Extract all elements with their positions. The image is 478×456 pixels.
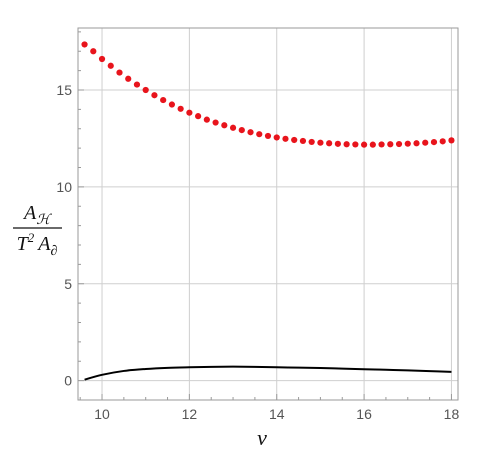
data-point — [195, 113, 202, 120]
data-point — [422, 139, 429, 146]
svg-text:Aℋ: Aℋ — [22, 202, 52, 228]
data-point — [430, 139, 438, 146]
svg-text:T2A∂: T2 A∂ — [17, 230, 58, 259]
data-point — [448, 137, 455, 144]
y-label-denominator-main2: A — [36, 233, 51, 255]
data-point — [125, 75, 132, 82]
data-point — [343, 141, 350, 148]
data-point — [264, 132, 272, 140]
data-point — [238, 127, 245, 134]
x-tick-label: 18 — [444, 406, 460, 422]
data-point — [151, 92, 158, 99]
data-point — [369, 141, 376, 148]
data-point — [317, 139, 324, 146]
data-point — [116, 69, 123, 76]
data-point — [186, 109, 193, 116]
series-points — [81, 41, 455, 148]
plot-frame — [77, 27, 459, 401]
data-point — [308, 138, 315, 146]
data-point — [378, 141, 385, 148]
data-point — [212, 119, 219, 126]
data-point — [203, 116, 210, 123]
x-tick-label: 16 — [356, 406, 372, 422]
data-point — [282, 135, 289, 142]
x-tick-label: 10 — [94, 406, 110, 422]
y-label-denominator-sup: 2 — [28, 230, 35, 245]
data-point — [247, 129, 254, 136]
data-point — [439, 138, 446, 145]
data-point — [177, 105, 184, 112]
y-label-numerator-sub: ℋ — [36, 213, 52, 228]
data-point — [133, 81, 141, 88]
data-point — [352, 141, 359, 148]
data-point — [168, 101, 176, 108]
data-point — [360, 141, 368, 148]
series-line — [84, 365, 452, 381]
data-point — [291, 136, 298, 144]
y-tick-label: 10 — [56, 179, 72, 195]
data-point — [98, 55, 106, 63]
x-axis-label: ν — [257, 425, 267, 450]
data-point — [256, 131, 263, 138]
y-label-numerator-main: A — [22, 202, 37, 224]
data-point — [299, 137, 307, 145]
data-point — [395, 140, 403, 148]
x-tick-label: 12 — [182, 406, 198, 422]
data-point — [90, 48, 97, 55]
y-label-denominator-main: T — [17, 233, 30, 255]
data-point — [229, 124, 237, 131]
axis-ticks: 10 12 14 16 18 0 5 10 15 — [56, 31, 460, 422]
data-point — [326, 140, 333, 147]
data-point — [273, 134, 280, 141]
data-point — [221, 122, 228, 129]
series-layer — [81, 41, 455, 381]
y-tick-label: 15 — [56, 82, 72, 98]
y-tick-label: 5 — [64, 276, 72, 292]
data-point — [334, 140, 341, 147]
data-point — [413, 140, 420, 147]
y-axis-label: Aℋ T2 A∂ — [13, 202, 62, 259]
data-point — [81, 41, 88, 48]
data-point — [142, 86, 149, 94]
x-tick-label: 14 — [269, 406, 285, 422]
y-label-denominator-sub: ∂ — [50, 244, 57, 259]
grid-lines — [78, 28, 458, 400]
data-point — [387, 141, 394, 148]
data-point — [160, 96, 167, 104]
data-point — [404, 140, 411, 147]
y-tick-label: 0 — [64, 373, 72, 389]
data-point — [107, 62, 114, 69]
